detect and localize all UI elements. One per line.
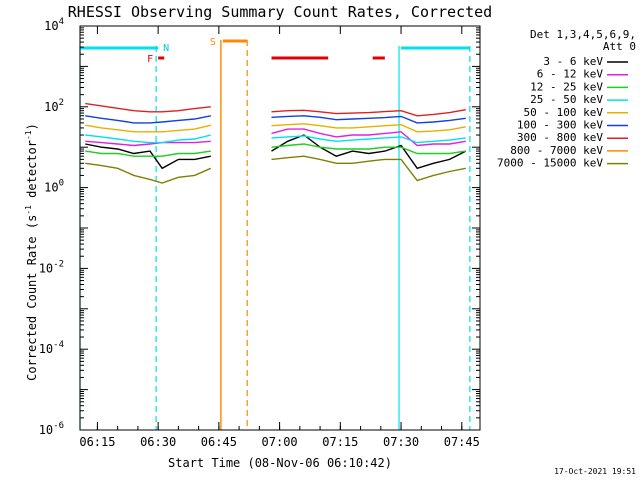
axes-layer: 104 102 100 10-2 10-4 10-6 06:15 06:30 06:45 07:0…	[39, 17, 481, 449]
series-line-6	[85, 102, 466, 117]
series-line-8	[85, 155, 466, 184]
legend-label: 800 - 7000 keV	[510, 144, 603, 157]
series-line-5	[85, 115, 466, 124]
y-tick-label: 10-6	[39, 421, 64, 437]
annotation-layer: NF S	[79, 37, 471, 430]
x-tick-label: 06:15	[79, 435, 115, 449]
y-tick-label: 104	[44, 17, 64, 33]
legend-header: Det 1,3,4,5,6,9,	[530, 28, 636, 41]
x-tick-label: 07:15	[322, 435, 358, 449]
legend-label: 300 - 800 keV	[517, 131, 603, 144]
series-line-1	[85, 128, 466, 147]
legend-att: Att 0	[603, 40, 636, 53]
series-line-0	[85, 134, 467, 170]
series-line-2	[85, 143, 466, 157]
x-tick-label: 06:45	[201, 435, 237, 449]
x-tick-label: 07:00	[262, 435, 298, 449]
y-axis-label: Corrected Count Rate (s-1 detector-1)	[24, 123, 39, 381]
y-tick-label: 102	[44, 98, 64, 114]
flag-label-s: S	[210, 37, 216, 48]
flag-label-f: F	[147, 54, 153, 65]
x-tick-label: 07:30	[383, 435, 419, 449]
series-line-3	[85, 134, 466, 144]
flag-label-n: N	[163, 43, 169, 54]
legend-label: 3 - 6 keV	[543, 55, 603, 68]
y-tick-label: 100	[44, 179, 64, 195]
legend-label: 6 - 12 keV	[537, 68, 604, 81]
series-layer	[85, 102, 467, 184]
x-tick-label: 07:45	[444, 435, 480, 449]
x-axis-label: Start Time (08-Nov-06 06:10:42)	[168, 456, 392, 470]
chart-title: RHESSI Observing Summary Count Rates, Co…	[68, 3, 492, 21]
series-line-4	[85, 123, 466, 133]
legend-label: 100 - 300 keV	[517, 119, 603, 132]
y-tick-label: 10-4	[39, 340, 64, 356]
legend-label: 12 - 25 keV	[530, 80, 603, 93]
legend-label: 50 - 100 keV	[524, 106, 604, 119]
timestamp: 17-Oct-2021 19:51	[554, 467, 636, 476]
legend-label: 7000 - 15000 keV	[497, 157, 603, 170]
x-tick-label: 06:30	[140, 435, 176, 449]
y-tick-label: 10-2	[39, 259, 64, 275]
legend-label: 25 - 50 keV	[530, 93, 603, 106]
